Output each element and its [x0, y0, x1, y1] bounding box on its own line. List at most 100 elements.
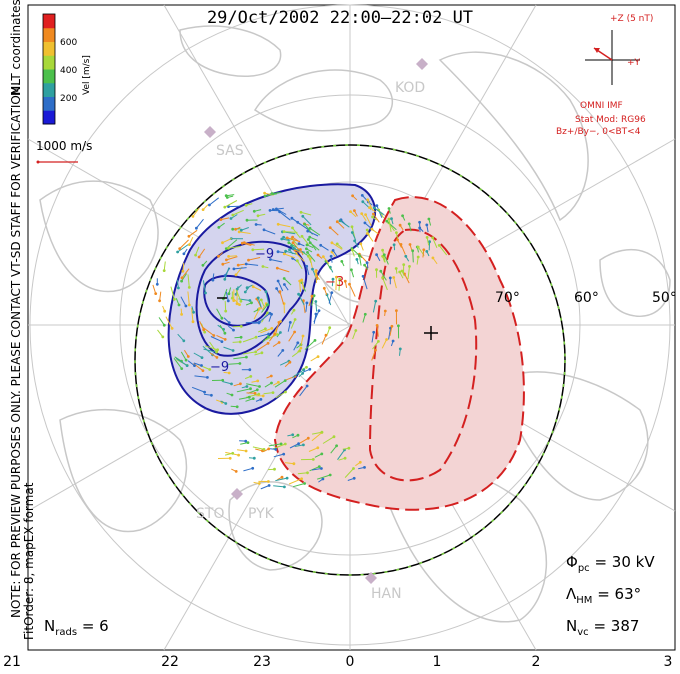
vector-origin: [328, 226, 332, 230]
vector-origin: [258, 307, 261, 310]
velocity-vector: [311, 295, 315, 306]
velocity-vector: [152, 284, 157, 294]
velocity-vector: [261, 304, 268, 313]
vector-origin: [234, 470, 238, 473]
vector-origin: [307, 238, 310, 241]
vector-origin: [251, 285, 255, 289]
vector-origin: [360, 212, 364, 216]
vector-origin: [276, 279, 280, 283]
velocity-vector: [181, 268, 190, 279]
vector-origin: [285, 476, 289, 480]
velocity-vector: [339, 220, 350, 228]
vector-origin: [392, 276, 396, 279]
vector-origin: [162, 323, 166, 327]
vector-origin: [184, 304, 188, 308]
vector-origin: [320, 452, 324, 456]
vector-origin: [248, 368, 252, 372]
vector-origin: [299, 248, 302, 251]
mlt-tick-22: 22: [161, 654, 179, 670]
velocity-vector: [224, 267, 230, 280]
vector-origin: [308, 367, 312, 371]
vector-origin: [372, 330, 376, 334]
vector-origin: [299, 346, 303, 350]
vector-origin: [232, 328, 235, 332]
vector-origin: [223, 277, 227, 281]
vector-origin: [252, 456, 256, 460]
velocity-vector: [352, 330, 357, 340]
velocity-vector: [305, 302, 308, 312]
vector-origin: [314, 270, 317, 273]
vector-origin: [215, 350, 219, 354]
vector-origin: [232, 267, 236, 271]
vector-origin: [340, 260, 344, 263]
radar-label-kod: KOD: [395, 80, 426, 96]
vector-origin: [231, 349, 235, 352]
vector-origin: [247, 395, 251, 399]
vector-origin: [311, 458, 315, 461]
vector-origin: [227, 292, 231, 296]
velocity-colorbar: [42, 13, 56, 125]
velocity-vector: [245, 321, 260, 324]
colorbar-swatch: [43, 96, 55, 111]
vector-origin: [385, 338, 388, 341]
vector-origin: [276, 222, 280, 226]
vector-origin: [383, 309, 387, 313]
velocity-vector: [232, 209, 244, 216]
vector-origin: [255, 388, 259, 392]
imf-by-label: +Y: [627, 58, 641, 68]
vector-origin: [180, 279, 184, 283]
velocity-vector: [236, 388, 251, 393]
mlt-tick-2: 2: [531, 654, 541, 670]
vector-origin: [231, 451, 235, 455]
vector-origin: [353, 209, 356, 213]
velocity-vector: [265, 291, 270, 306]
vector-origin: [271, 208, 275, 211]
vector-origin: [200, 356, 204, 359]
velocity-vector: [216, 334, 226, 340]
vector-origin: [425, 236, 429, 239]
velocity-vector: [175, 357, 188, 367]
velocity-vector: [235, 289, 242, 302]
vector-origin: [215, 356, 219, 359]
vector-origin: [185, 364, 189, 367]
vector-origin: [177, 303, 181, 307]
velocity-vector: [306, 266, 310, 276]
vector-origin: [398, 223, 402, 227]
velocity-vector: [291, 217, 301, 225]
velocity-vector: [299, 280, 301, 293]
vector-origin: [254, 223, 258, 226]
vector-origin: [203, 330, 207, 334]
vector-origin: [317, 465, 321, 468]
vector-origin: [266, 311, 269, 315]
velocity-vector: [182, 262, 185, 272]
velocity-vector: [307, 239, 317, 251]
velocity-vector: [358, 255, 362, 266]
mlt-tick-21: 21: [3, 654, 21, 670]
vector-origin: [244, 449, 248, 453]
velocity-vector: [228, 363, 240, 365]
vector-origin: [361, 200, 365, 204]
vector-origin: [306, 471, 309, 475]
vector-origin: [208, 368, 212, 371]
vector-origin: [402, 263, 406, 266]
velocity-vector: [388, 218, 392, 232]
velocity-vector: [252, 248, 265, 251]
velocity-vector: [274, 380, 286, 388]
vector-origin: [237, 453, 241, 457]
vector-origin: [390, 217, 393, 221]
vector-origin: [238, 303, 241, 306]
velocity-vector: [304, 340, 316, 350]
vector-origin: [219, 218, 223, 222]
vector-origin: [335, 242, 339, 246]
vector-origin: [267, 484, 271, 487]
velocity-vector: [288, 478, 302, 485]
vector-origin: [275, 333, 279, 336]
vector-origin: [363, 466, 366, 469]
velocity-vector: [311, 468, 322, 471]
velocity-vector: [271, 192, 282, 194]
velocity-vector: [366, 233, 374, 242]
vector-origin: [245, 385, 249, 388]
radar-label-sto: STO: [196, 506, 225, 522]
velocity-vector: [209, 341, 218, 353]
vector-origin: [263, 194, 267, 198]
